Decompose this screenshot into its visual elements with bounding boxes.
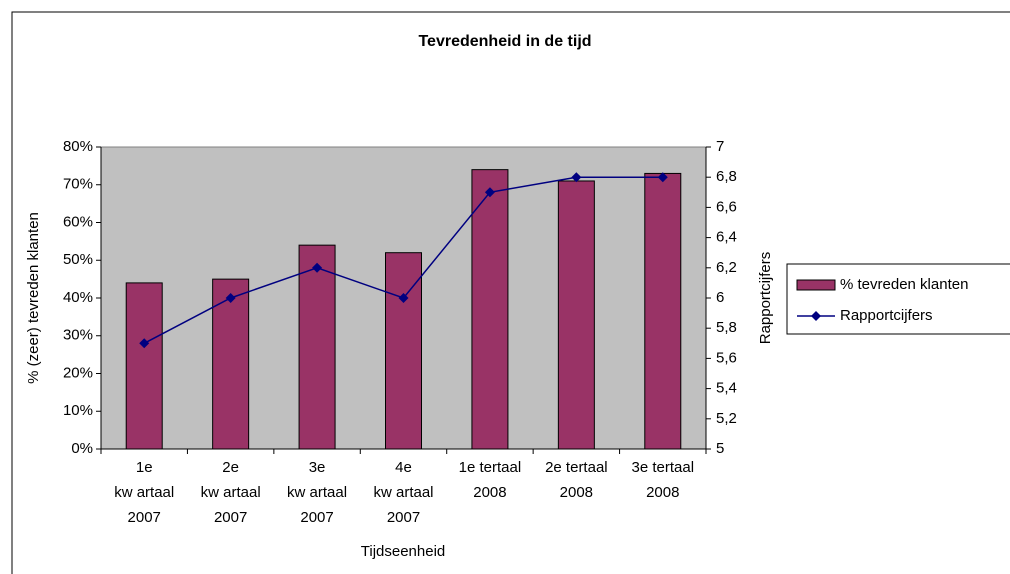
line-marker xyxy=(312,262,323,273)
line-marker xyxy=(398,293,409,303)
x-tick-label: 1e tertaal xyxy=(459,459,522,476)
y2-tick-label: 6,8 xyxy=(716,168,737,185)
y-tick-label: 80% xyxy=(63,138,93,155)
y2-tick-label: 5,8 xyxy=(716,319,737,336)
line-marker xyxy=(571,172,582,183)
line-marker xyxy=(225,293,236,303)
x-tick-label: 4e xyxy=(395,459,412,476)
x-tick-label: 2008 xyxy=(560,484,593,501)
y-tick-label: 30% xyxy=(63,327,93,344)
x-tick-label: 2007 xyxy=(300,509,333,526)
legend-label: % tevreden klanten xyxy=(840,276,968,293)
y-tick-label: 10% xyxy=(63,402,93,419)
y-tick-label: 70% xyxy=(63,176,93,193)
x-tick-label: 3e xyxy=(309,459,326,476)
bar xyxy=(644,172,682,450)
bar xyxy=(125,282,163,450)
y2-tick-label: 6,2 xyxy=(716,259,737,276)
y-axis-title: % (zeer) tevreden klanten xyxy=(25,212,42,384)
x-axis-title: Tijdseenheid xyxy=(361,543,446,560)
y2-tick-label: 7 xyxy=(716,138,724,155)
y2-tick-label: 5,2 xyxy=(716,410,737,427)
y-tick-label: 60% xyxy=(63,213,93,230)
legend-box xyxy=(786,263,1010,335)
chart-title: Tevredenheid in de tijd xyxy=(418,33,591,50)
x-tick-label: 3e tertaal xyxy=(632,459,695,476)
y-tick-label: 40% xyxy=(63,289,93,306)
x-tick-label: 2008 xyxy=(646,484,679,501)
bar xyxy=(385,252,422,450)
y2-tick-label: 5 xyxy=(716,440,724,457)
y2-tick-label: 5,6 xyxy=(716,349,737,366)
y2-tick-label: 6,4 xyxy=(716,229,737,246)
x-tick-label: 2007 xyxy=(128,509,161,526)
legend-marker xyxy=(811,311,821,321)
bar xyxy=(212,278,250,450)
y2-tick-label: 6 xyxy=(716,289,724,306)
legend-swatch xyxy=(796,279,836,291)
y2-tick-label: 5,4 xyxy=(716,380,737,397)
y-tick-label: 50% xyxy=(63,251,93,268)
y-tick-label: 20% xyxy=(63,364,93,381)
x-tick-label: kw artaal xyxy=(201,484,261,501)
x-tick-label: 1e xyxy=(136,459,153,476)
x-tick-label: 2008 xyxy=(473,484,506,501)
x-tick-label: kw artaal xyxy=(373,484,433,501)
x-tick-label: 2007 xyxy=(387,509,420,526)
y2-tick-label: 6,6 xyxy=(716,198,737,215)
line-marker xyxy=(139,338,150,349)
y-tick-label: 0% xyxy=(71,440,93,457)
bar xyxy=(298,244,336,450)
bar xyxy=(557,180,595,450)
line-marker xyxy=(657,172,668,183)
legend-label: Rapportcijfers xyxy=(840,307,933,324)
line-marker xyxy=(484,187,495,198)
x-tick-label: 2e xyxy=(222,459,239,476)
x-tick-label: kw artaal xyxy=(287,484,347,501)
bar xyxy=(471,169,509,450)
y2-axis-title: Rapportcijfers xyxy=(757,252,774,345)
x-tick-label: kw artaal xyxy=(114,484,174,501)
x-tick-label: 2e tertaal xyxy=(545,459,608,476)
x-tick-label: 2007 xyxy=(214,509,247,526)
